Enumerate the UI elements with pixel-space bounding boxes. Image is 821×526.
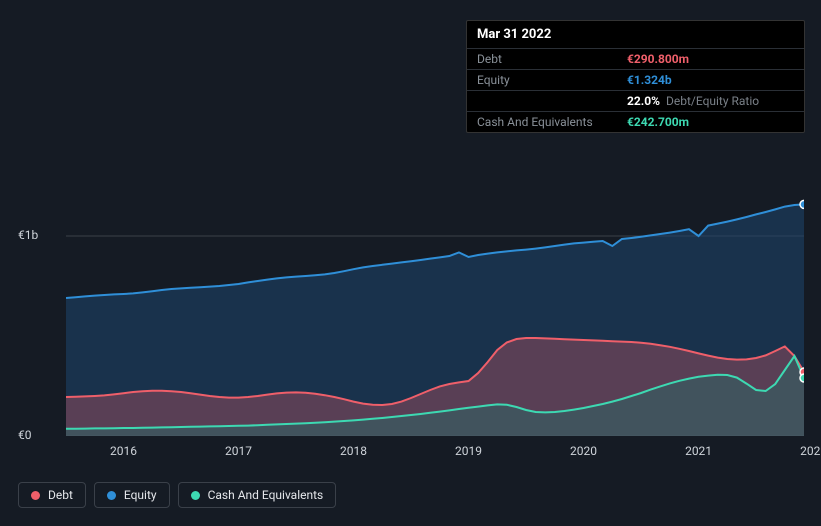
x-axis-label: 2022 bbox=[800, 444, 821, 458]
cash-cursor-dot bbox=[800, 374, 804, 382]
tooltip-row-value: €290.800m bbox=[627, 52, 689, 66]
tooltip-row: 22.0%Debt/Equity Ratio bbox=[467, 90, 804, 111]
x-axis-label: 2017 bbox=[225, 444, 252, 458]
x-axis-label: 2021 bbox=[685, 444, 712, 458]
tooltip-row: Debt€290.800m bbox=[467, 48, 804, 69]
debt-equity-chart: €0€1b 2016201720182019202020212022 bbox=[18, 126, 804, 466]
legend-item-debt[interactable]: Debt bbox=[18, 482, 86, 508]
legend-dot-icon bbox=[107, 491, 116, 500]
x-axis-label: 2018 bbox=[340, 444, 367, 458]
legend-label: Equity bbox=[124, 488, 157, 502]
tooltip-row-label: Debt bbox=[477, 52, 627, 66]
x-axis-label: 2020 bbox=[570, 444, 597, 458]
y-axis-label: €0 bbox=[18, 428, 32, 442]
tooltip-date: Mar 31 2022 bbox=[467, 21, 804, 48]
chart-legend: Debt Equity Cash And Equivalents bbox=[18, 482, 336, 508]
chart-plot-area[interactable] bbox=[66, 136, 804, 436]
legend-item-equity[interactable]: Equity bbox=[94, 482, 170, 508]
chart-tooltip: Mar 31 2022 Debt€290.800mEquity€1.324b22… bbox=[466, 20, 805, 133]
legend-item-cash-and-equivalents[interactable]: Cash And Equivalents bbox=[178, 482, 337, 508]
tooltip-row-label bbox=[477, 94, 627, 108]
x-axis-label: 2016 bbox=[110, 444, 137, 458]
legend-label: Debt bbox=[48, 488, 73, 502]
tooltip-row-value: €1.324b bbox=[627, 73, 672, 87]
tooltip-row: Equity€1.324b bbox=[467, 69, 804, 90]
equity-cursor-dot bbox=[800, 200, 804, 208]
tooltip-row-label: Equity bbox=[477, 73, 627, 87]
y-axis-label: €1b bbox=[18, 228, 38, 242]
tooltip-row-value: 22.0%Debt/Equity Ratio bbox=[627, 94, 759, 108]
legend-dot-icon bbox=[191, 491, 200, 500]
legend-dot-icon bbox=[31, 491, 40, 500]
x-axis-label: 2019 bbox=[455, 444, 482, 458]
legend-label: Cash And Equivalents bbox=[208, 488, 324, 502]
